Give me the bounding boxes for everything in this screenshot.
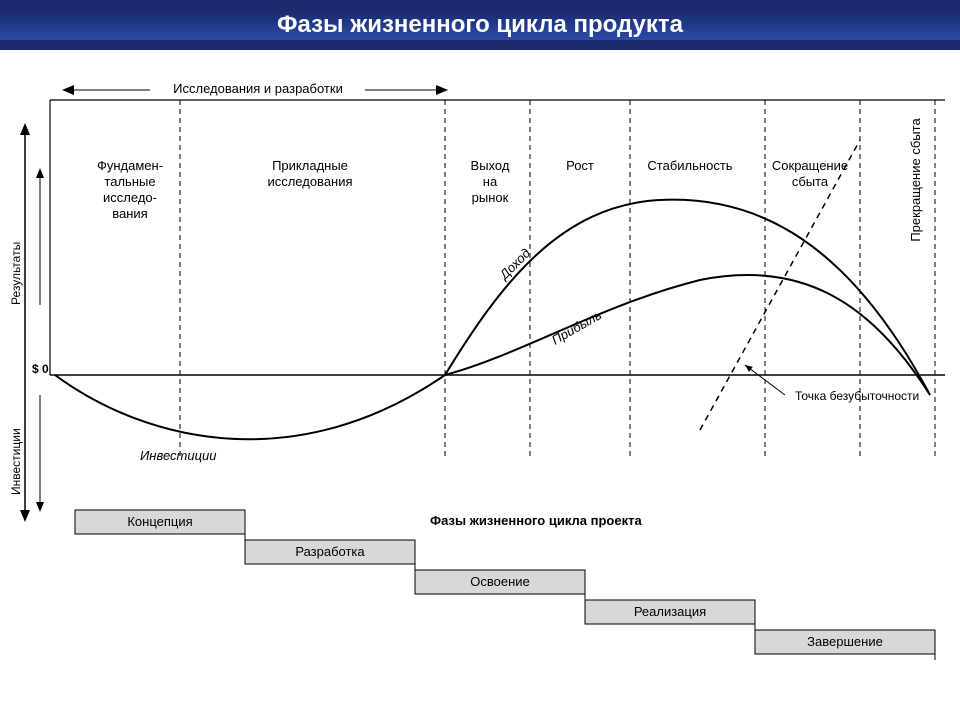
svg-text:Прекращение сбыта: Прекращение сбыта bbox=[908, 118, 923, 242]
zero-label: $ 0 bbox=[32, 362, 49, 376]
research-span: Исследования и разработки bbox=[62, 80, 448, 98]
svg-text:вания: вания bbox=[112, 206, 147, 221]
column-headers: Фундамен-тальныеисследо-вания Прикладныеи… bbox=[97, 118, 923, 242]
breakeven-annotation: Точка безубыточности bbox=[745, 365, 919, 403]
svg-text:Рост: Рост bbox=[566, 158, 594, 173]
y-axis-label-bottom: Инвестиции bbox=[9, 428, 23, 495]
svg-text:Освоение: Освоение bbox=[470, 574, 530, 589]
phase-dividers bbox=[180, 100, 935, 460]
phase-boxes: Концепция Разработка Освоение Реализация Зав… bbox=[75, 510, 935, 660]
svg-text:Разработка: Разработка bbox=[295, 544, 365, 559]
investment-curve bbox=[55, 375, 445, 439]
svg-text:Завершение: Завершение bbox=[807, 634, 883, 649]
svg-text:Концепция: Концепция bbox=[127, 514, 192, 529]
page-title: Фазы жизненного цикла продукта bbox=[277, 11, 683, 39]
svg-text:Фундамен-: Фундамен- bbox=[97, 158, 163, 173]
income-curve bbox=[445, 200, 930, 395]
svg-text:Прикладные: Прикладные bbox=[272, 158, 348, 173]
profit-label: Прибыль bbox=[549, 307, 604, 348]
svg-text:на: на bbox=[483, 174, 498, 189]
svg-text:Сокращение: Сокращение bbox=[772, 158, 848, 173]
svg-text:исследо-: исследо- bbox=[103, 190, 157, 205]
svg-text:сбыта: сбыта bbox=[792, 174, 829, 189]
breakeven-line bbox=[700, 140, 860, 430]
svg-text:тальные: тальные bbox=[104, 174, 155, 189]
svg-text:рынок: рынок bbox=[472, 190, 509, 205]
phases-caption: Фазы жизненного цикла проекта bbox=[430, 513, 642, 528]
investment-label: Инвестиции bbox=[140, 448, 217, 463]
profit-curve bbox=[445, 275, 930, 395]
svg-text:Реализация: Реализация bbox=[634, 604, 706, 619]
y-axis-label-top: Результаты bbox=[9, 242, 23, 305]
svg-text:Стабильность: Стабильность bbox=[647, 158, 732, 173]
page-header: Фазы жизненного цикла продукта bbox=[0, 0, 960, 50]
research-span-label: Исследования и разработки bbox=[173, 81, 343, 96]
svg-text:Выход: Выход bbox=[471, 158, 510, 173]
breakeven-label: Точка безубыточности bbox=[795, 389, 919, 403]
lifecycle-chart: Результаты Инвестиции $ 0 Исследования и… bbox=[0, 55, 960, 715]
y-axis-arrow bbox=[20, 123, 44, 522]
svg-text:исследования: исследования bbox=[267, 174, 352, 189]
